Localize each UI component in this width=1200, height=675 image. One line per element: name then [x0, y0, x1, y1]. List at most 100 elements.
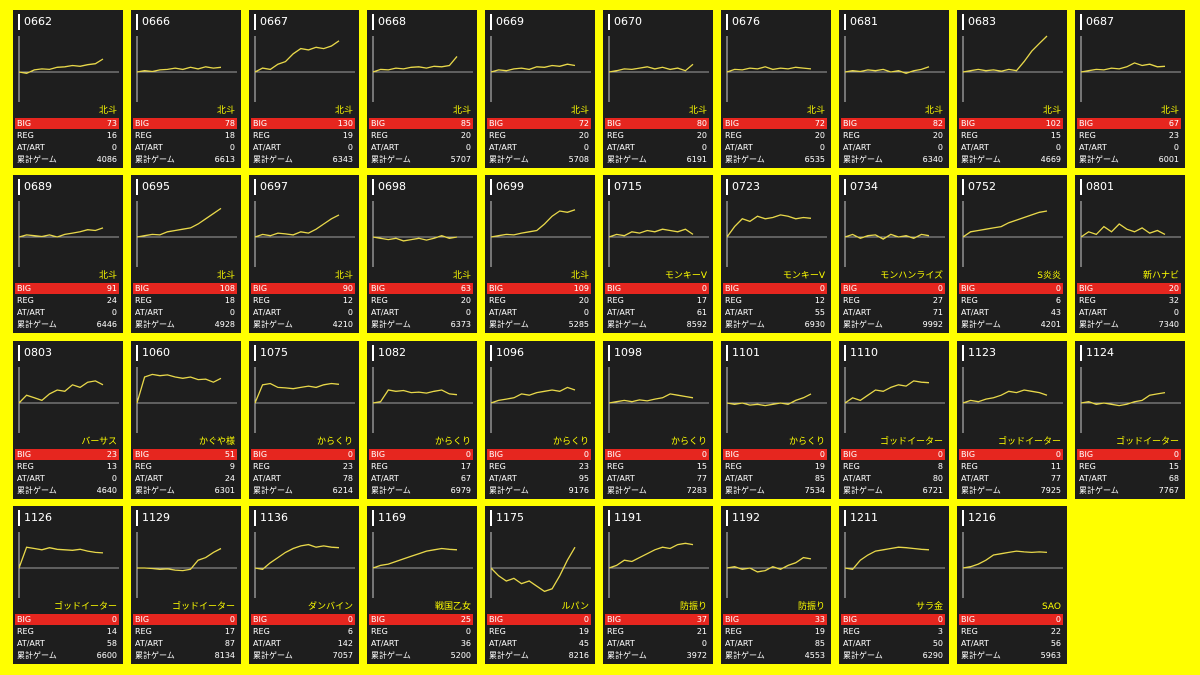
reg-row: REG 24	[15, 295, 119, 306]
reg-value: 8	[937, 462, 943, 471]
machine-card[interactable]: 1096 からくり BIG 0 REG 23 AT/ART 95 累計ゲーム 9…	[485, 341, 595, 499]
machine-card[interactable]: 1101 からくり BIG 0 REG 19 AT/ART 85 累計ゲーム 7…	[721, 341, 831, 499]
machine-card[interactable]: 0676 北斗 BIG 72 REG 20 AT/ART 0 累計ゲーム 653…	[721, 10, 831, 168]
machine-card[interactable]: 1191 防振り BIG 37 REG 21 AT/ART 0 累計ゲーム 39…	[603, 506, 713, 664]
machine-number: 0695	[136, 179, 170, 195]
reg-row: REG 6	[959, 295, 1063, 306]
reg-row: REG 19	[251, 130, 355, 141]
machine-card[interactable]: 1075 からくり BIG 0 REG 23 AT/ART 78 累計ゲーム 6…	[249, 341, 359, 499]
machine-card[interactable]: 0752 S炎炎 BIG 0 REG 6 AT/ART 43 累計ゲーム 420…	[957, 175, 1067, 333]
reg-label: REG	[725, 627, 742, 636]
machine-number: 0662	[18, 14, 52, 30]
art-row: AT/ART 0	[605, 638, 709, 649]
trend-line	[136, 207, 222, 238]
machine-card[interactable]: 0695 北斗 BIG 108 REG 18 AT/ART 0 累計ゲーム 49…	[131, 175, 241, 333]
machine-card[interactable]: 1192 防振り BIG 33 REG 19 AT/ART 85 累計ゲーム 4…	[721, 506, 831, 664]
trend-chart	[490, 532, 591, 598]
machine-card[interactable]: 0681 北斗 BIG 82 REG 20 AT/ART 0 累計ゲーム 634…	[839, 10, 949, 168]
big-label: BIG	[371, 284, 386, 293]
machine-card[interactable]: 0723 モンキーV BIG 0 REG 12 AT/ART 55 累計ゲーム …	[721, 175, 831, 333]
trend-chart	[608, 532, 709, 598]
machine-card[interactable]: 0669 北斗 BIG 72 REG 20 AT/ART 0 累計ゲーム 570…	[485, 10, 595, 168]
reg-label: REG	[489, 131, 506, 140]
art-label: AT/ART	[17, 474, 45, 483]
machine-name: かぐや様	[198, 437, 235, 447]
games-value: 3972	[686, 651, 707, 660]
machine-card[interactable]: 0668 北斗 BIG 85 REG 20 AT/ART 0 累計ゲーム 570…	[367, 10, 477, 168]
machine-card[interactable]: 0662 北斗 BIG 73 REG 16 AT/ART 0 累計ゲーム 408…	[13, 10, 123, 168]
reg-row: REG 18	[133, 130, 237, 141]
machine-card[interactable]: 1098 からくり BIG 0 REG 15 AT/ART 77 累計ゲーム 7…	[603, 341, 713, 499]
machine-card[interactable]: 1060 かぐや様 BIG 51 REG 9 AT/ART 24 累計ゲーム 6…	[131, 341, 241, 499]
machine-card[interactable]: 0683 北斗 BIG 102 REG 15 AT/ART 0 累計ゲーム 46…	[957, 10, 1067, 168]
reg-label: REG	[725, 131, 742, 140]
machine-card[interactable]: 0801 新ハナビ BIG 20 REG 32 AT/ART 0 累計ゲーム 7…	[1075, 175, 1185, 333]
big-row: BIG 72	[723, 118, 827, 129]
machine-card[interactable]: 0715 モンキーV BIG 0 REG 17 AT/ART 61 累計ゲーム …	[603, 175, 713, 333]
big-value: 91	[106, 284, 117, 293]
reg-label: REG	[371, 296, 388, 305]
machine-card[interactable]: 0699 北斗 BIG 109 REG 20 AT/ART 0 累計ゲーム 52…	[485, 175, 595, 333]
machine-card[interactable]: 1216 SAO BIG 0 REG 22 AT/ART 56 累計ゲーム 59…	[957, 506, 1067, 664]
reg-row: REG 12	[251, 295, 355, 306]
games-row: 累計ゲーム 4928	[133, 319, 237, 330]
art-label: AT/ART	[371, 308, 399, 317]
machine-card[interactable]: 0670 北斗 BIG 80 REG 20 AT/ART 0 累計ゲーム 619…	[603, 10, 713, 168]
machine-card[interactable]: 0734 モンハンライズ BIG 0 REG 27 AT/ART 71 累計ゲー…	[839, 175, 949, 333]
art-value: 0	[701, 143, 707, 152]
reg-label: REG	[371, 462, 388, 471]
games-row: 累計ゲーム 6343	[251, 154, 355, 165]
art-row: AT/ART 80	[841, 473, 945, 484]
reg-value: 20	[814, 131, 825, 140]
machine-card[interactable]: 1136 ダンバイン BIG 0 REG 6 AT/ART 142 累計ゲーム …	[249, 506, 359, 664]
machine-card[interactable]: 0698 北斗 BIG 63 REG 20 AT/ART 0 累計ゲーム 637…	[367, 175, 477, 333]
machine-card[interactable]: 1169 戦国乙女 BIG 25 REG 0 AT/ART 36 累計ゲーム 5…	[367, 506, 477, 664]
games-label: 累計ゲーム	[253, 651, 293, 660]
machine-card[interactable]: 1123 ゴッドイーター BIG 0 REG 11 AT/ART 77 累計ゲー…	[957, 341, 1067, 499]
machine-card[interactable]: 0697 北斗 BIG 90 REG 12 AT/ART 0 累計ゲーム 421…	[249, 175, 359, 333]
machine-name: 北斗	[334, 106, 353, 116]
art-value: 43	[1050, 308, 1061, 317]
art-value: 0	[701, 639, 707, 648]
games-row: 累計ゲーム 3972	[605, 650, 709, 661]
big-label: BIG	[1079, 119, 1094, 128]
reg-value: 15	[1050, 131, 1061, 140]
machine-card[interactable]: 0667 北斗 BIG 130 REG 19 AT/ART 0 累計ゲーム 63…	[249, 10, 359, 168]
trend-chart	[608, 201, 709, 267]
machine-card[interactable]: 1126 ゴッドイーター BIG 0 REG 14 AT/ART 58 累計ゲー…	[13, 506, 123, 664]
games-label: 累計ゲーム	[725, 486, 765, 495]
reg-label: REG	[17, 131, 34, 140]
big-row: BIG 51	[133, 449, 237, 460]
big-row: BIG 108	[133, 283, 237, 294]
games-label: 累計ゲーム	[843, 155, 883, 164]
machine-name: 北斗	[570, 271, 589, 281]
big-row: BIG 37	[605, 614, 709, 625]
trend-chart	[18, 201, 119, 267]
reg-label: REG	[17, 627, 34, 636]
machine-card[interactable]: 1211 サラ金 BIG 0 REG 3 AT/ART 50 累計ゲーム 629…	[839, 506, 949, 664]
reg-label: REG	[489, 296, 506, 305]
trend-line	[18, 227, 104, 238]
reg-label: REG	[607, 296, 624, 305]
art-row: AT/ART 85	[723, 638, 827, 649]
games-value: 6290	[922, 651, 943, 660]
big-row: BIG 0	[605, 283, 709, 294]
machine-card[interactable]: 1082 からくり BIG 0 REG 17 AT/ART 67 累計ゲーム 6…	[367, 341, 477, 499]
trend-chart	[18, 36, 119, 102]
machine-name: 戦国乙女	[434, 602, 471, 612]
machine-name: 北斗	[452, 271, 471, 281]
machine-card[interactable]: 0803 バーサス BIG 23 REG 13 AT/ART 0 累計ゲーム 4…	[13, 341, 123, 499]
machine-card[interactable]: 0687 北斗 BIG 67 REG 23 AT/ART 0 累計ゲーム 600…	[1075, 10, 1185, 168]
machine-card[interactable]: 1110 ゴッドイーター BIG 0 REG 8 AT/ART 80 累計ゲーム…	[839, 341, 949, 499]
games-row: 累計ゲーム 5963	[959, 650, 1063, 661]
machine-card[interactable]: 1124 ゴッドイーター BIG 0 REG 15 AT/ART 68 累計ゲー…	[1075, 341, 1185, 499]
big-value: 0	[1055, 615, 1061, 624]
machine-card[interactable]: 0666 北斗 BIG 78 REG 18 AT/ART 0 累計ゲーム 661…	[131, 10, 241, 168]
machine-card[interactable]: 1129 ゴッドイーター BIG 0 REG 17 AT/ART 87 累計ゲー…	[131, 506, 241, 664]
games-value: 6446	[96, 320, 117, 329]
machine-card[interactable]: 0689 北斗 BIG 91 REG 24 AT/ART 0 累計ゲーム 644…	[13, 175, 123, 333]
big-value: 0	[1173, 450, 1179, 459]
games-label: 累計ゲーム	[253, 486, 293, 495]
machine-card[interactable]: 1175 ルパン BIG 0 REG 19 AT/ART 45 累計ゲーム 82…	[485, 506, 595, 664]
big-label: BIG	[725, 119, 740, 128]
